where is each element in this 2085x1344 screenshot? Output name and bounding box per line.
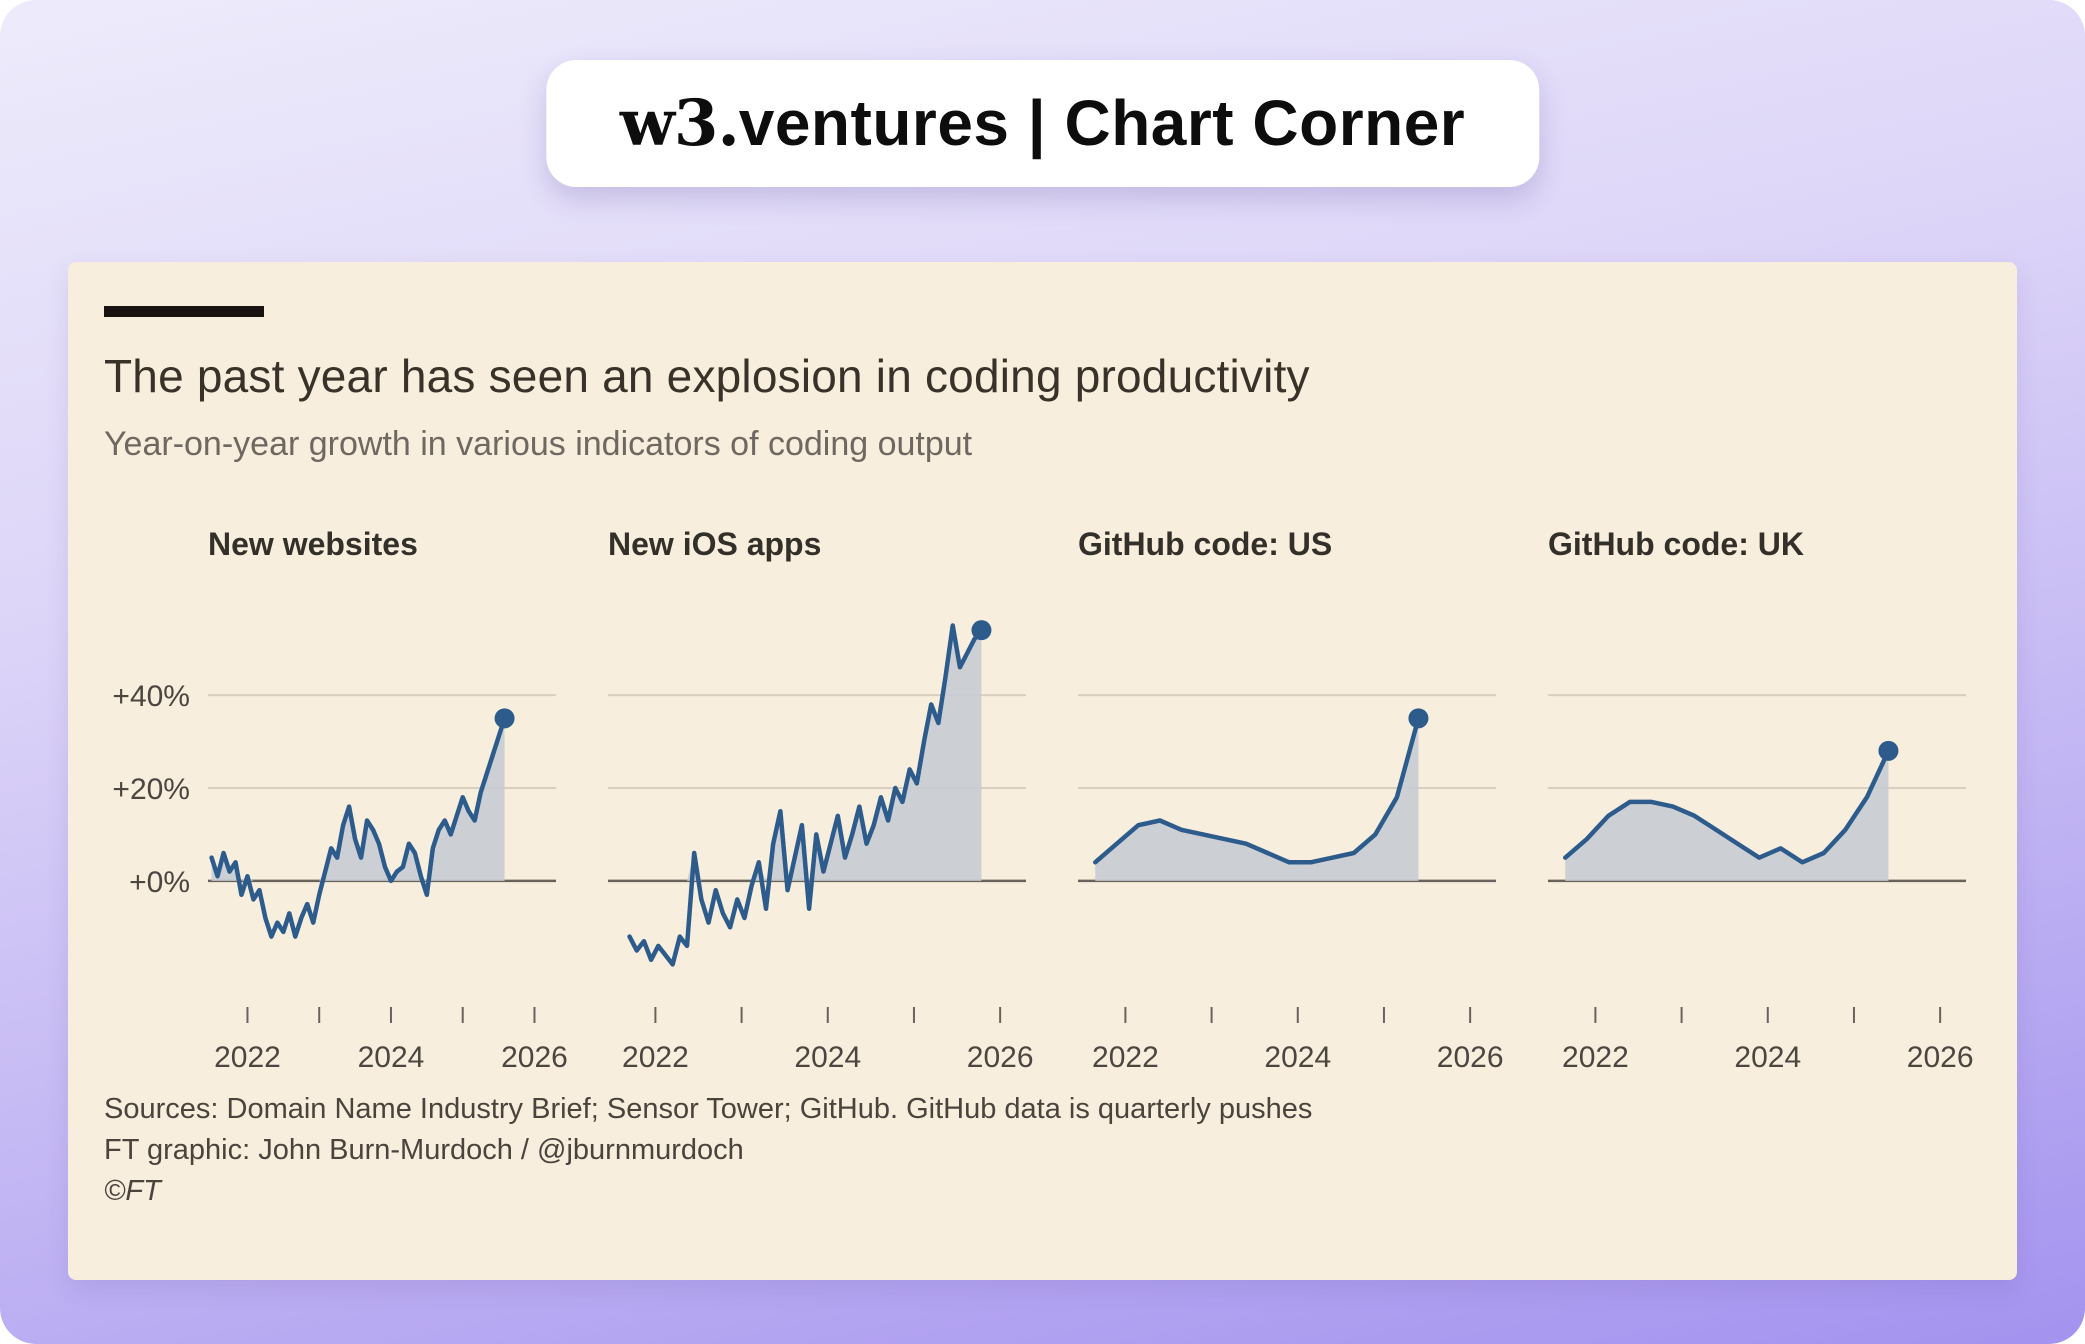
chart-cell-github-uk: GitHub code: UK 2022 2024 2026 xyxy=(1514,526,1984,1079)
chart-panel: The past year has seen an explosion in c… xyxy=(68,262,2017,1280)
series-title-github-uk: GitHub code: UK xyxy=(1548,526,1804,562)
chart-cell-new-websites: New websites +0% +20% +40% 2022 2024 2026 xyxy=(104,526,574,1079)
brand-badge: w3.ventures | Chart Corner xyxy=(545,60,1540,187)
chart-svg-github-us: 2022 2024 2026 xyxy=(1078,694,1504,1074)
source-line-1: Sources: Domain Name Industry Brief; Sen… xyxy=(104,1093,1313,1125)
chart-title: The past year has seen an explosion in c… xyxy=(104,350,1310,402)
source-line-2: FT graphic: John Burn-Murdoch / @jburnmu… xyxy=(104,1134,744,1167)
svg-text:+20%: +20% xyxy=(112,773,190,806)
svg-text:+0%: +0% xyxy=(129,866,190,899)
ft-top-bar xyxy=(104,306,264,317)
series-title-new-websites: New websites xyxy=(208,526,418,562)
brand-title: ventures | Chart Corner xyxy=(738,87,1466,159)
svg-text:2026: 2026 xyxy=(967,1041,1034,1074)
series-title-new-ios-apps: New iOS apps xyxy=(608,526,822,562)
svg-text:2026: 2026 xyxy=(501,1041,568,1074)
svg-text:2024: 2024 xyxy=(1264,1041,1331,1074)
series-title-github-us: GitHub code: US xyxy=(1078,526,1333,562)
svg-text:2022: 2022 xyxy=(622,1041,689,1074)
svg-text:2024: 2024 xyxy=(794,1041,861,1074)
svg-text:2022: 2022 xyxy=(214,1041,281,1074)
svg-text:2022: 2022 xyxy=(1562,1041,1629,1074)
svg-text:2026: 2026 xyxy=(1437,1041,1504,1074)
svg-text:2026: 2026 xyxy=(1907,1041,1974,1074)
svg-text:2022: 2022 xyxy=(1092,1041,1159,1074)
chart-subtitle: Year-on-year growth in various indicator… xyxy=(104,425,973,463)
ft-copyright: ©FT xyxy=(104,1175,161,1208)
brand-logo: w3. xyxy=(619,86,740,161)
svg-text:2024: 2024 xyxy=(358,1041,425,1074)
svg-text:2024: 2024 xyxy=(1734,1041,1801,1074)
chart-svg-github-uk: 2022 2024 2026 xyxy=(1548,694,1974,1074)
chart-svg-new-ios-apps: 2022 2024 2026 xyxy=(608,620,1034,1074)
chart-svg-new-websites: +0% +20% +40% 2022 2024 2026 xyxy=(112,680,568,1074)
small-multiples-row: New websites +0% +20% +40% 2022 2024 2026 New… xyxy=(104,526,1983,1079)
brand-badge-text: w3.ventures | Chart Corner xyxy=(619,86,1466,161)
chart-cell-github-us: GitHub code: US 2022 2024 2026 xyxy=(1044,526,1514,1079)
source-note: Sources: Domain Name Industry Brief; Sen… xyxy=(104,1089,1983,1213)
svg-text:+40%: +40% xyxy=(112,680,190,713)
chart-cell-new-ios-apps: New iOS apps 2022 2024 2026 xyxy=(574,526,1044,1079)
